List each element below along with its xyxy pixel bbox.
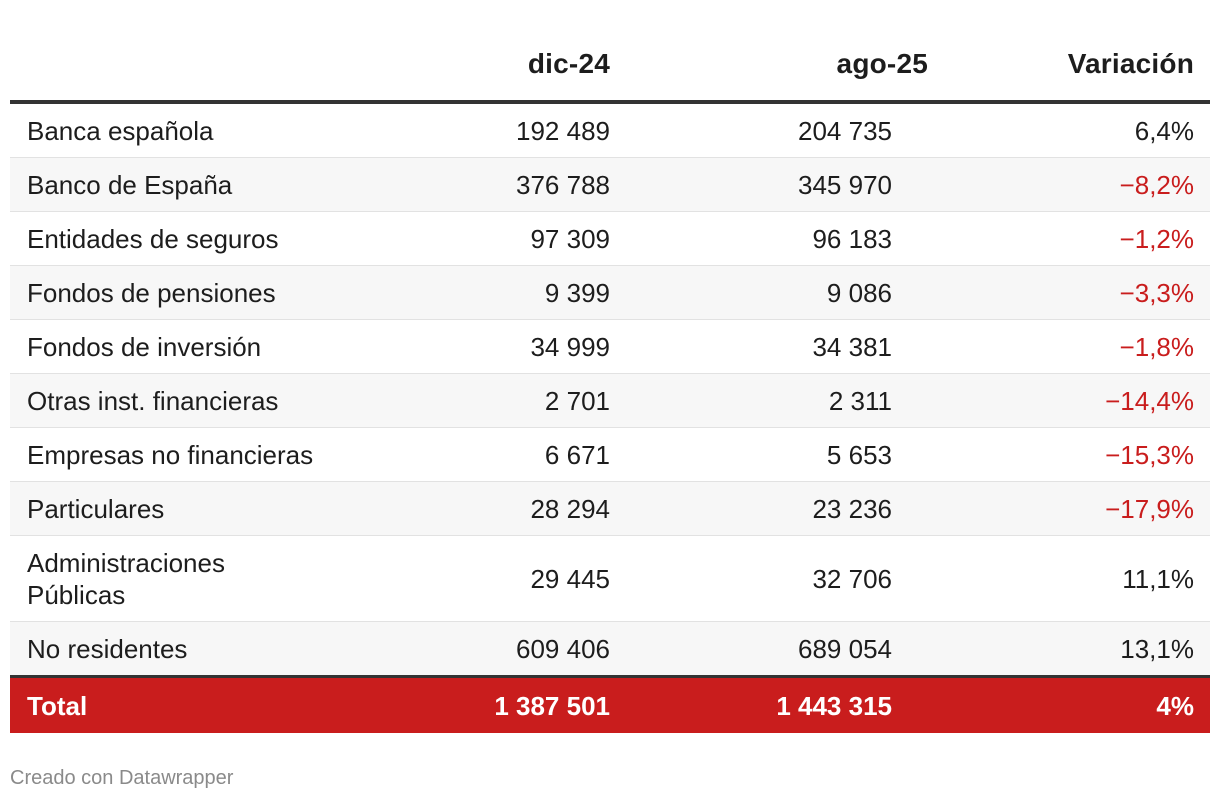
row-label: Banco de España	[27, 169, 233, 200]
row-label: Banca española	[27, 115, 214, 146]
cell-dic-24: 376 788	[516, 169, 610, 200]
row-label: Particulares	[27, 493, 165, 524]
cell-dic-24: 2 701	[544, 385, 610, 416]
total-dic-24: 1 387 501	[494, 690, 610, 721]
cell-dic-24: 9 399	[544, 277, 610, 308]
data-table: dic-24 ago-25 Variación Banca española 1…	[10, 38, 1210, 733]
cell-dic-24: 28 294	[530, 493, 610, 524]
row-label: Fondos de pensiones	[27, 277, 276, 308]
cell-variacion: −1,8%	[1119, 331, 1194, 362]
cell-ago-25: 23 236	[812, 493, 892, 524]
cell-variacion: −8,2%	[1119, 169, 1194, 200]
cell-variacion: 13,1%	[1120, 633, 1194, 664]
cell-dic-24: 97 309	[530, 223, 610, 254]
table-row: Otras inst. financieras 2 701 2 311 −14,…	[10, 374, 1210, 428]
row-label: Fondos de inversión	[27, 331, 262, 362]
cell-dic-24: 609 406	[516, 633, 610, 664]
column-header-dic-24: dic-24	[527, 48, 610, 79]
table-row: Administraciones Públicas 29 445 32 706 …	[10, 536, 1210, 622]
cell-ago-25: 689 054	[798, 633, 892, 664]
row-label: Administraciones Públicas	[27, 547, 225, 610]
cell-variacion: −17,9%	[1105, 493, 1194, 524]
cell-ago-25: 345 970	[798, 169, 892, 200]
row-label: Entidades de seguros	[27, 223, 279, 254]
row-label: No residentes	[27, 633, 188, 664]
table-row: No residentes 609 406 689 054 13,1%	[10, 622, 1210, 675]
table-header: dic-24 ago-25 Variación	[10, 38, 1210, 104]
total-variacion: 4%	[1156, 690, 1194, 721]
table-row: Banca española 192 489 204 735 6,4%	[10, 104, 1210, 158]
row-label: Empresas no financieras	[27, 439, 314, 470]
cell-dic-24: 34 999	[530, 331, 610, 362]
cell-variacion: 6,4%	[1134, 115, 1194, 146]
column-header-ago-25: ago-25	[836, 48, 928, 79]
column-header-variacion: Variación	[1067, 48, 1194, 79]
table-row: Empresas no financieras 6 671 5 653 −15,…	[10, 428, 1210, 482]
cell-variacion: −15,3%	[1105, 439, 1194, 470]
table-row: Entidades de seguros 97 309 96 183 −1,2%	[10, 212, 1210, 266]
cell-variacion: 11,1%	[1122, 563, 1194, 594]
datawrapper-credit: Creado con Datawrapper	[10, 767, 234, 789]
table-row: Fondos de inversión 34 999 34 381 −1,8%	[10, 320, 1210, 374]
cell-variacion: −14,4%	[1105, 385, 1194, 416]
cell-ago-25: 32 706	[812, 563, 892, 594]
total-label: Total	[27, 690, 88, 721]
table-row: Particulares 28 294 23 236 −17,9%	[10, 482, 1210, 536]
cell-dic-24: 29 445	[530, 563, 610, 594]
cell-variacion: −3,3%	[1119, 277, 1194, 308]
cell-dic-24: 6 671	[544, 439, 610, 470]
cell-ago-25: 5 653	[826, 439, 892, 470]
table-row: Banco de España 376 788 345 970 −8,2%	[10, 158, 1210, 212]
cell-ago-25: 34 381	[812, 331, 892, 362]
cell-ago-25: 9 086	[826, 277, 892, 308]
table-row: Fondos de pensiones 9 399 9 086 −3,3%	[10, 266, 1210, 320]
cell-dic-24: 192 489	[516, 115, 610, 146]
row-label: Otras inst. financieras	[27, 385, 279, 416]
total-ago-25: 1 443 315	[776, 690, 892, 721]
total-row: Total 1 387 501 1 443 315 4%	[10, 675, 1210, 733]
cell-variacion: −1,2%	[1119, 223, 1194, 254]
cell-ago-25: 204 735	[798, 115, 892, 146]
cell-ago-25: 96 183	[812, 223, 892, 254]
cell-ago-25: 2 311	[828, 385, 892, 416]
